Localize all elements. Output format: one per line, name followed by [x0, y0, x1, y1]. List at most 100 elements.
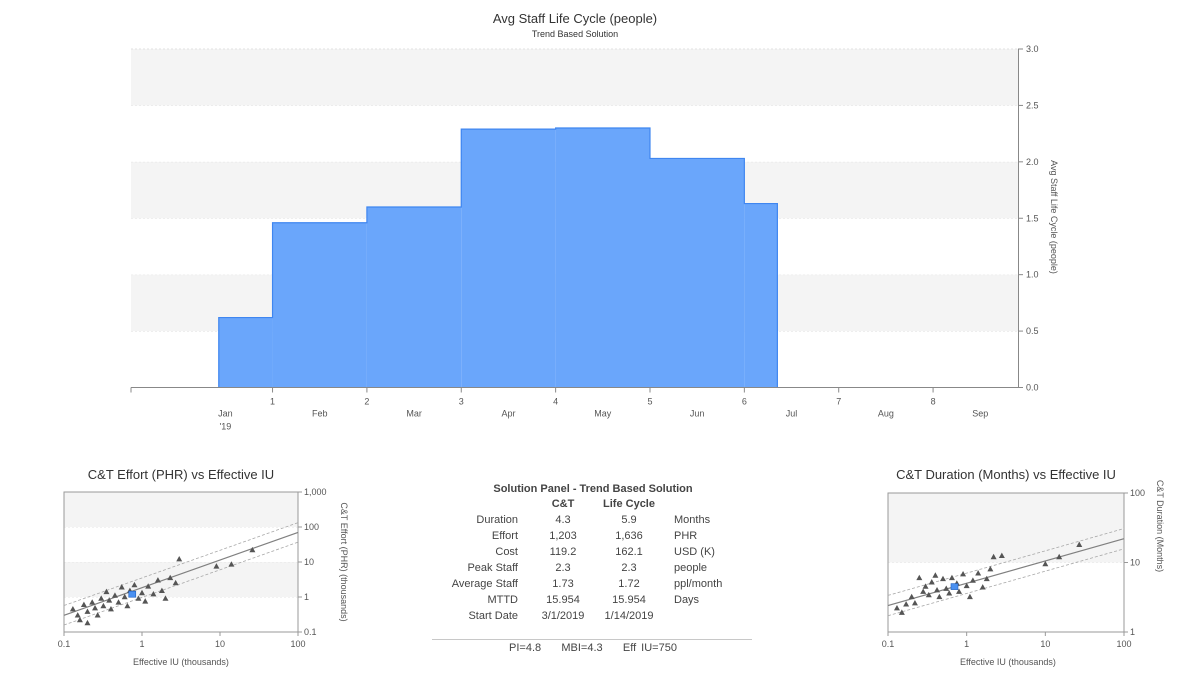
- x-tick-label: 7: [836, 397, 841, 407]
- grid-band: [64, 597, 298, 632]
- row-ct-value: 1,203: [549, 530, 577, 542]
- grid-band: [64, 492, 298, 527]
- data-point: [960, 570, 967, 577]
- y-ticks: 0.0 0.5 1.0 1.5 2.0 2.5 3.0: [1018, 44, 1039, 393]
- grid-band: [888, 562, 1124, 632]
- data-point: [92, 604, 99, 611]
- solution-row: Average Staff 1.73 1.72 ppl/month: [432, 576, 754, 592]
- data-point: [135, 595, 142, 601]
- row-unit: people: [674, 562, 708, 574]
- data-point: [176, 556, 183, 562]
- effort-plot: 0.1 1 10 100 0.1 1 10 100 1,000: [58, 487, 327, 649]
- avg-staff-chart: Avg Staff Life Cycle (people) Trend Base…: [130, 11, 1059, 432]
- x-tick-label: 100: [1116, 639, 1131, 649]
- data-point: [69, 605, 76, 612]
- row-lc-value: 1.72: [618, 578, 640, 590]
- x-tick-label: 2: [364, 397, 369, 407]
- data-point: [80, 601, 87, 607]
- data-point: [922, 583, 929, 589]
- eff-iu-value: Eff IU=750: [622, 642, 677, 654]
- y-tick-label: 10: [1130, 558, 1140, 568]
- row-lc-value: 1,636: [615, 530, 643, 542]
- month-label: Jun: [690, 409, 705, 419]
- row-ct-value: 4.3: [555, 514, 571, 526]
- data-point: [943, 585, 950, 591]
- pi-value: PI=4.8: [509, 642, 542, 654]
- data-point: [983, 575, 990, 582]
- row-ct-value: 3/1/2019: [541, 610, 585, 622]
- row-label: Peak Staff: [467, 562, 518, 574]
- data-point: [103, 588, 110, 595]
- grid-band: [64, 562, 298, 597]
- month-label: Apr: [501, 409, 515, 419]
- y-tick-label: 0.5: [1026, 326, 1039, 336]
- data-point: [903, 601, 910, 607]
- row-unit: Days: [674, 594, 700, 606]
- month-label: Jul: [786, 409, 798, 419]
- staff-step-bar: [272, 222, 367, 388]
- month-label: Sep: [972, 409, 988, 419]
- row-lc-value: 1/14/2019: [604, 610, 654, 622]
- duration-vs-iu-chart: C&T Duration (Months) vs Effective IU 0.…: [882, 467, 1165, 667]
- data-point: [966, 593, 973, 600]
- panel-divider: [432, 639, 752, 640]
- staff-step-outline: [218, 127, 778, 388]
- data-point: [893, 605, 900, 611]
- data-point: [118, 584, 125, 590]
- data-point: [920, 588, 927, 594]
- data-point: [963, 582, 970, 589]
- row-ct-value: 15.954: [546, 594, 580, 606]
- row-unit: [662, 608, 754, 624]
- data-point: [975, 570, 982, 576]
- effort-vs-iu-chart: C&T Effort (PHR) vs Effective IU 0.1 1 10 1…: [58, 467, 349, 667]
- data-point: [84, 608, 91, 614]
- y-tick-label: 3.0: [1026, 44, 1039, 54]
- data-point: [89, 599, 96, 605]
- row-label: Average Staff: [451, 578, 518, 590]
- solution-panel-title: Solution Panel - Trend Based Solution: [493, 483, 693, 495]
- data-point: [84, 619, 91, 626]
- year-label: '19: [219, 422, 231, 432]
- month-label: May: [594, 409, 612, 419]
- data-point: [1076, 541, 1083, 547]
- solution-panel: Solution Panel - Trend Based Solution C&…: [430, 482, 756, 662]
- data-point: [998, 552, 1005, 558]
- x-tick-label: 10: [1040, 639, 1050, 649]
- data-point: [162, 595, 169, 601]
- trend-band-line: [63, 541, 299, 626]
- row-unit: Months: [674, 514, 711, 526]
- data-point: [213, 563, 220, 569]
- data-point: [1056, 553, 1063, 560]
- solution-row: Peak Staff 2.3 2.3 people: [432, 560, 754, 576]
- grid-band: [131, 49, 1018, 106]
- solution-row: Cost 119.2 162.1 USD (K): [432, 544, 754, 560]
- data-point: [934, 586, 941, 593]
- effort-chart-title: C&T Effort (PHR) vs Effective IU: [88, 467, 274, 482]
- data-point: [172, 579, 179, 586]
- effort-x-label: Effective IU (thousands): [133, 657, 229, 667]
- data-point: [908, 593, 915, 600]
- solution-row: Effort 1,203 1,636 PHR: [432, 528, 754, 544]
- x-tick-label: 6: [742, 397, 747, 407]
- solution-row: MTTD 15.954 15.954 Days: [432, 592, 754, 608]
- row-lc-value: 162.1: [615, 546, 643, 558]
- x-tick-label: 1: [139, 639, 144, 649]
- solution-row: Start Date 3/1/2019 1/14/2019: [432, 608, 754, 624]
- row-ct-value: 119.2: [549, 546, 577, 558]
- current-solution-marker: [950, 583, 959, 590]
- row-label: Duration: [476, 514, 518, 526]
- row-label: Cost: [495, 546, 518, 558]
- row-ct-value: 2.3: [555, 562, 571, 574]
- data-point: [124, 602, 131, 609]
- month-label: Aug: [878, 409, 894, 419]
- current-solution-marker: [128, 590, 137, 598]
- data-point: [1042, 560, 1049, 567]
- month-labels: Jan '19 Feb Mar Apr May Jun Jul Aug Sep: [218, 409, 988, 432]
- x-tick-label: 1: [270, 397, 275, 407]
- x-tick-label: 5: [647, 397, 652, 407]
- data-point: [142, 598, 149, 604]
- staff-step-bar: [555, 127, 650, 388]
- data-point: [131, 581, 138, 588]
- trend-line: [887, 538, 1125, 607]
- trend-band-line: [887, 528, 1125, 596]
